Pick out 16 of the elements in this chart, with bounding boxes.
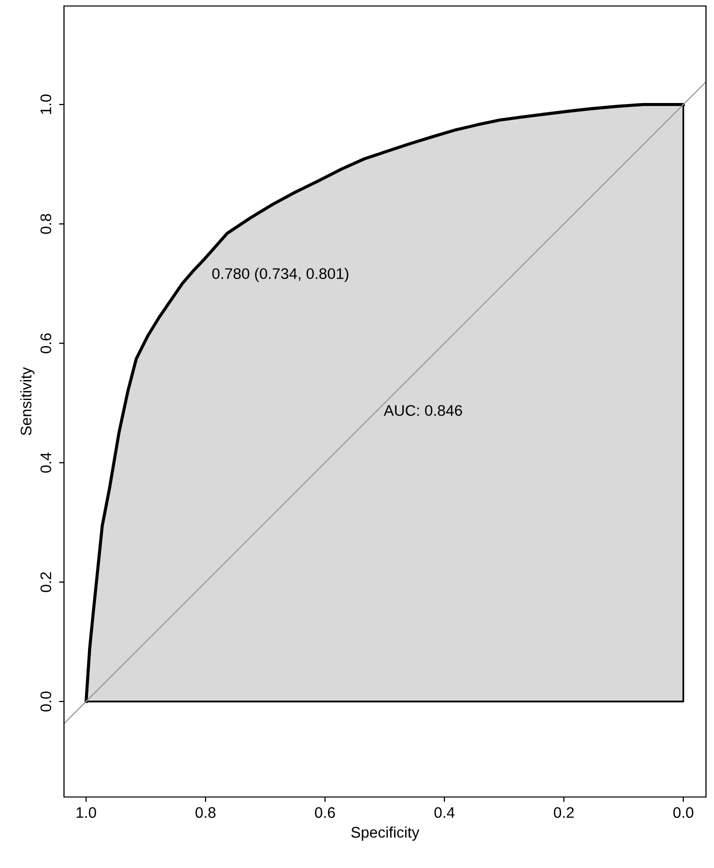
x-tick-label: 0.8 (196, 807, 216, 818)
y-tick-label: 1.0 (40, 94, 52, 114)
x-tick-label: 0.2 (554, 807, 574, 818)
x-axis-title: Specificity (351, 826, 420, 841)
y-tick-label: 0.6 (40, 333, 52, 354)
y-axis-title: Sensitivity (20, 367, 34, 436)
x-tick-label: 1.0 (76, 807, 96, 818)
y-tick-label: 0.8 (40, 214, 52, 234)
x-tick-label: 0.0 (673, 807, 694, 818)
y-tick-label: 0.0 (40, 691, 52, 712)
x-tick-label: 0.4 (434, 807, 455, 818)
y-tick-label: 0.4 (40, 452, 52, 473)
annotation: 0.780 (0.734, 0.801) (212, 268, 348, 282)
annotation: AUC: 0.846 (384, 405, 462, 416)
y-tick-label: 0.2 (40, 572, 52, 592)
x-tick-label: 0.6 (314, 807, 335, 818)
